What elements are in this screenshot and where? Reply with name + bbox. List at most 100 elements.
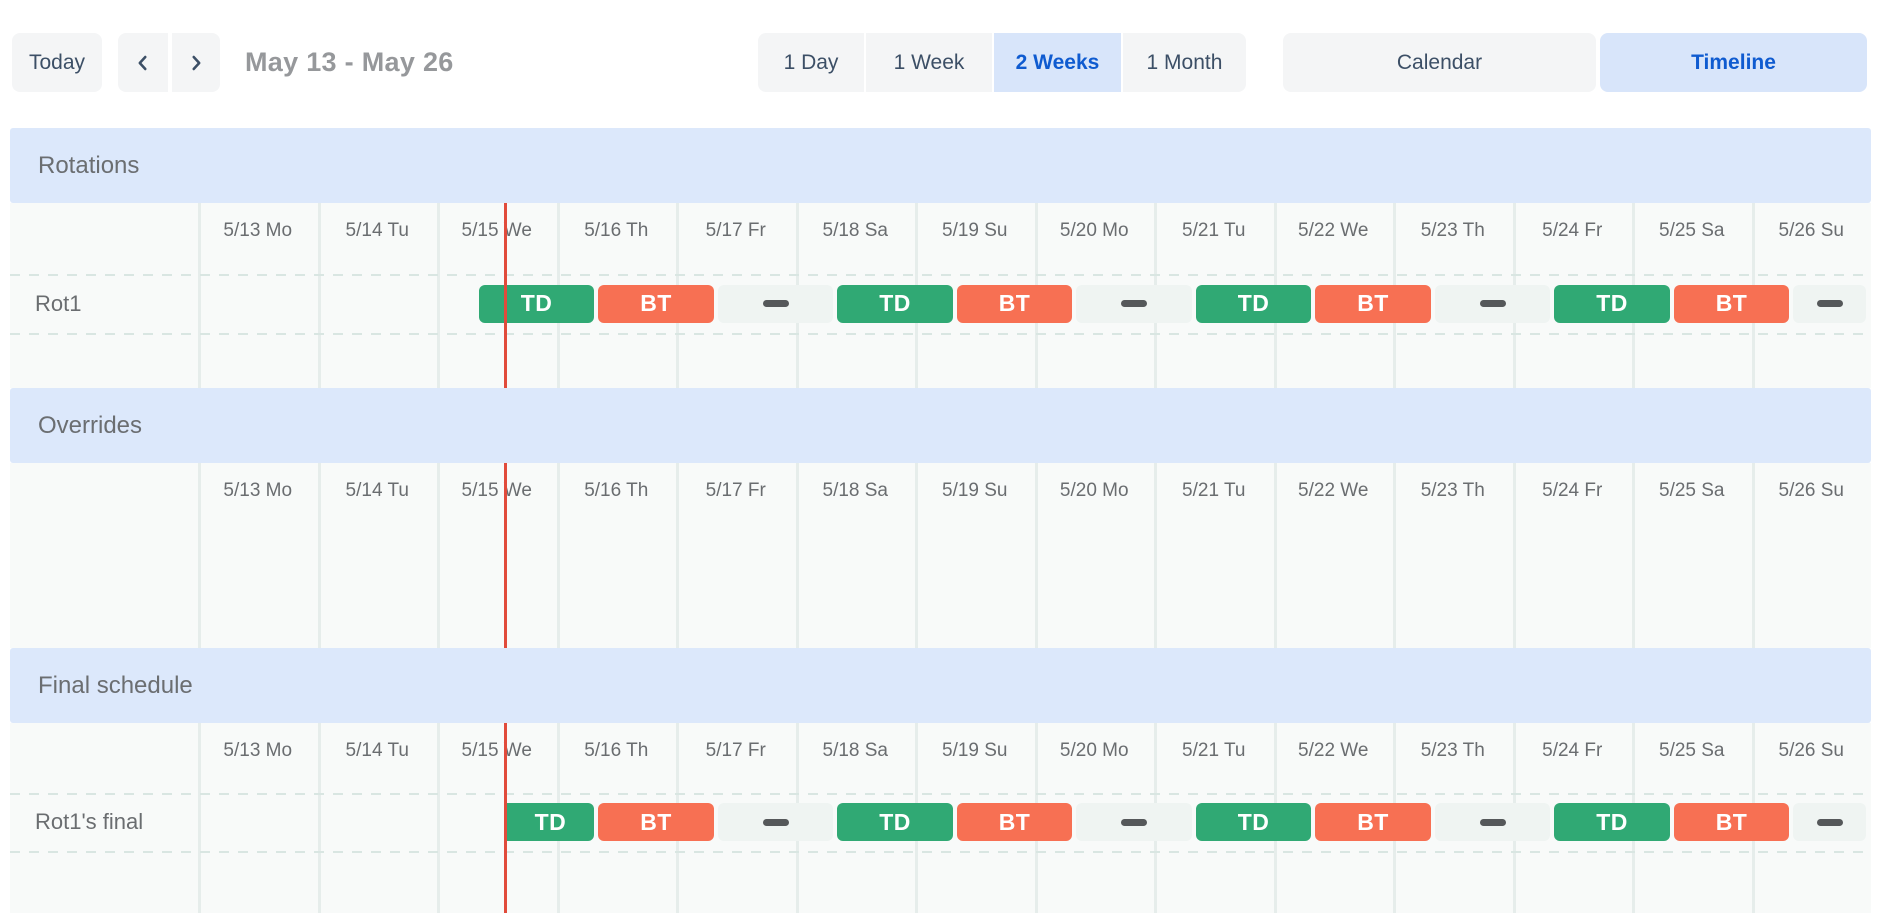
zoom-level-1-week[interactable]: 1 Week (866, 33, 994, 92)
date-label: 5/26 Su (1778, 480, 1845, 501)
date-label: 5/13 Mo (223, 220, 293, 241)
rotation-row-label: Rot1 (35, 290, 82, 316)
day-column (317, 203, 438, 388)
date-label: 5/16 Th (584, 740, 649, 761)
current-time-marker (503, 463, 507, 648)
gap-block (1076, 803, 1192, 841)
day-column (1393, 463, 1513, 648)
gap-block (717, 803, 834, 841)
date-label: 5/21 Tu (1182, 740, 1246, 761)
gap-dash-icon (1479, 818, 1506, 826)
date-label: 5/23 Th (1420, 480, 1485, 501)
date-label: 5/24 Fr (1542, 220, 1603, 241)
day-column (198, 463, 318, 648)
section-final-schedule: Final schedule 5/13 Mo 5/14 Tu 5/15 We 5/16 … (10, 648, 1871, 913)
date-label: 5/22 We (1298, 220, 1369, 241)
gap-block (1434, 803, 1551, 841)
chevron-left-icon (132, 52, 154, 74)
date-label: 5/24 Fr (1542, 480, 1603, 501)
day-column (437, 723, 557, 913)
shift-block-td[interactable]: TD (837, 803, 953, 841)
day-column (915, 463, 1035, 648)
today-button[interactable]: Today (12, 33, 102, 92)
schedule-sections: Rotations 5/13 Mo 5/14 Tu 5/15 We 5/16 Th 5/1… (10, 128, 1871, 913)
zoom-level-toggle-group: 1 Day 1 Week 2 Weeks 1 Month (758, 33, 1246, 92)
zoom-level-1-day[interactable]: 1 Day (758, 33, 866, 92)
prev-period-button[interactable] (118, 33, 168, 92)
view-mode-calendar-button[interactable]: Calendar (1283, 33, 1596, 92)
day-column (1632, 463, 1752, 648)
date-label: 5/17 Fr (705, 220, 766, 241)
date-label: 5/13 Mo (223, 740, 293, 761)
date-label: 5/13 Mo (223, 480, 293, 501)
shift-block-td[interactable]: TD (1554, 803, 1670, 841)
row-divider (10, 793, 1871, 795)
section-rotations: Rotations 5/13 Mo 5/14 Tu 5/15 We 5/16 Th 5/1… (10, 128, 1871, 388)
shift-block-bt[interactable]: BT (956, 284, 1073, 323)
timeline-grid: 5/13 Mo 5/14 Tu 5/15 We 5/16 Th 5/17 Fr 5/18 … (10, 723, 1871, 913)
zoom-level-2-weeks[interactable]: 2 Weeks (994, 33, 1123, 92)
day-column (1751, 463, 1872, 648)
shift-block-bt[interactable]: BT (1673, 803, 1790, 841)
zoom-level-1-month[interactable]: 1 Month (1123, 33, 1246, 92)
gap-dash-icon (762, 300, 789, 307)
day-column (1512, 463, 1633, 648)
date-label: 5/23 Th (1420, 220, 1485, 241)
day-column (198, 203, 318, 388)
date-label: 5/26 Su (1778, 740, 1845, 761)
date-label: 5/19 Su (942, 740, 1008, 761)
day-column (1154, 463, 1274, 648)
shift-block-td[interactable]: TD (1554, 284, 1670, 323)
date-label: 5/20 Mo (1059, 740, 1129, 761)
gap-block (1434, 284, 1551, 323)
timeline-grid: 5/13 Mo 5/14 Tu 5/15 We 5/16 Th 5/17 Fr 5/18 … (10, 463, 1871, 648)
date-label: 5/18 Sa (822, 740, 889, 761)
shift-block-td[interactable]: TD (478, 284, 595, 323)
day-column (676, 463, 796, 648)
day-column (198, 723, 318, 913)
toolbar: Today May 13 - May 26 1 Day 1 Week 2 Weeks… (10, 33, 1871, 92)
shift-block-bt[interactable]: BT (598, 284, 714, 323)
shift-block-td[interactable]: TD (837, 284, 953, 323)
date-label: 5/22 We (1298, 480, 1369, 501)
shift-block-bt[interactable]: BT (598, 803, 714, 841)
shift-block-bt[interactable]: BT (1315, 803, 1431, 841)
gap-dash-icon (762, 818, 789, 826)
row-divider (10, 274, 1871, 276)
gap-dash-icon (1816, 818, 1843, 826)
shift-block-td[interactable]: TD (1195, 803, 1312, 841)
rotation-row-label: Rot1's final (35, 809, 144, 834)
next-period-button[interactable] (170, 33, 220, 92)
day-column (795, 463, 916, 648)
date-label: 5/25 Sa (1659, 740, 1725, 761)
date-label: 5/18 Sa (822, 480, 889, 501)
gap-dash-icon (1121, 300, 1148, 307)
section-header: Final schedule (10, 648, 1871, 723)
date-label: 5/20 Mo (1059, 480, 1129, 501)
date-label: 5/26 Su (1778, 220, 1845, 241)
shift-block-td[interactable]: TD (1195, 284, 1312, 323)
date-label: 5/15 We (461, 740, 532, 761)
shift-block-bt[interactable]: BT (1673, 284, 1790, 323)
date-label: 5/21 Tu (1182, 220, 1246, 241)
date-label: 5/19 Su (942, 480, 1008, 501)
date-label: 5/22 We (1298, 740, 1369, 761)
section-overrides: Overrides 5/13 Mo 5/14 Tu 5/15 We 5/16 Th 5/1… (10, 388, 1871, 648)
view-mode-timeline-button[interactable]: Timeline (1600, 33, 1867, 92)
shift-block-bt[interactable]: BT (1315, 284, 1431, 323)
chevron-right-icon (185, 52, 207, 74)
date-label: 5/14 Tu (345, 480, 409, 501)
shift-block-bt[interactable]: BT (956, 803, 1073, 841)
date-label: 5/25 Sa (1659, 220, 1725, 241)
date-label: 5/15 We (461, 480, 532, 501)
date-label: 5/14 Tu (345, 740, 409, 761)
date-label: 5/17 Fr (705, 480, 766, 501)
shift-block-td[interactable]: TD (506, 803, 595, 841)
day-column (437, 463, 557, 648)
gap-block (1793, 803, 1866, 841)
day-column (317, 723, 438, 913)
date-label: 5/16 Th (584, 480, 649, 501)
gap-dash-icon (1816, 300, 1843, 307)
date-label: 5/18 Sa (822, 220, 889, 241)
gap-dash-icon (1121, 818, 1148, 826)
